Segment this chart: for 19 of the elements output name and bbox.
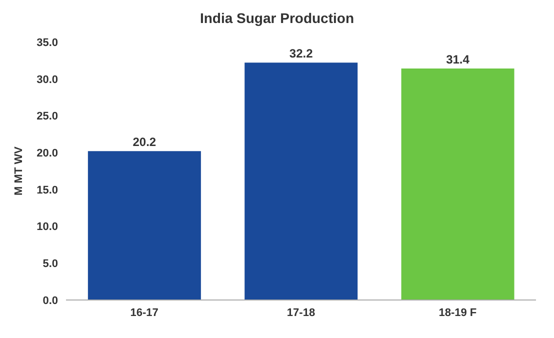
bar	[88, 151, 201, 300]
data-label: 31.4	[446, 52, 470, 67]
data-label: 32.2	[289, 46, 314, 61]
y-tick-label: 15.0	[36, 184, 58, 196]
x-tick-label: 16-17	[130, 306, 158, 319]
data-label: 20.2	[132, 135, 156, 150]
y-tick-label: 35.0	[36, 36, 58, 49]
y-tick-label: 20.0	[36, 147, 58, 160]
x-tick-label: 18-19 F	[438, 306, 477, 319]
y-tick-label: 25.0	[36, 110, 58, 123]
y-tick-label: 10.0	[36, 221, 58, 234]
y-tick-label: 30.0	[36, 74, 58, 86]
bar	[401, 68, 514, 300]
bar	[244, 62, 358, 300]
chart-title: India Sugar Production	[198, 9, 355, 28]
x-tick-label: 17-18	[286, 306, 316, 319]
y-axis-title: M MT WV	[12, 146, 25, 196]
y-tick-label: 5.0	[42, 258, 58, 270]
y-tick-label: 0.0	[42, 294, 58, 307]
